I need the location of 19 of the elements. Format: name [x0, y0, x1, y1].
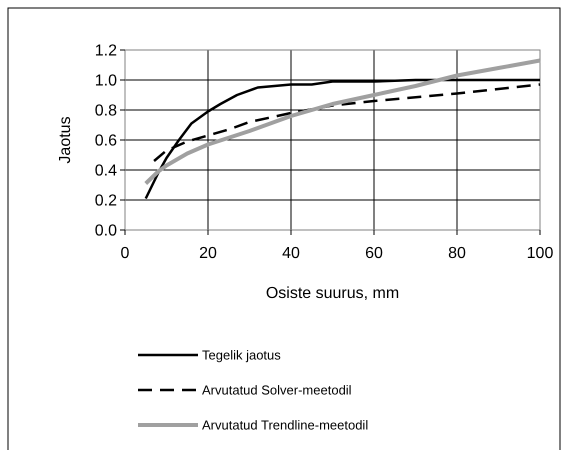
- y-tick-label: 1.2: [94, 42, 118, 60]
- legend-label: Tegelik jaotus: [202, 348, 282, 363]
- x-tick-label: 80: [448, 245, 466, 262]
- y-tick-label: 0.4: [94, 162, 118, 180]
- x-axis-title: Osiste suurus, mm: [266, 285, 400, 302]
- x-tick-label: 60: [365, 245, 383, 262]
- y-tick-label: 0.6: [94, 132, 118, 150]
- x-tick-label: 0: [120, 245, 130, 262]
- y-tick-label: 0.8: [94, 102, 118, 120]
- y-tick-label: 1.0: [94, 72, 118, 90]
- x-tick-label: 100: [526, 245, 554, 262]
- y-axis-title: Jaotus: [57, 116, 74, 164]
- x-tick-label: 40: [282, 245, 300, 262]
- legend-label: Arvutatud Trendline-meetodil: [202, 418, 368, 433]
- y-tick-label: 0.0: [94, 222, 118, 240]
- y-tick-label: 0.2: [94, 192, 118, 210]
- x-tick-label: 20: [199, 245, 217, 262]
- legend-label: Arvutatud Solver-meetodil: [202, 382, 352, 398]
- line-series: [144, 58, 542, 186]
